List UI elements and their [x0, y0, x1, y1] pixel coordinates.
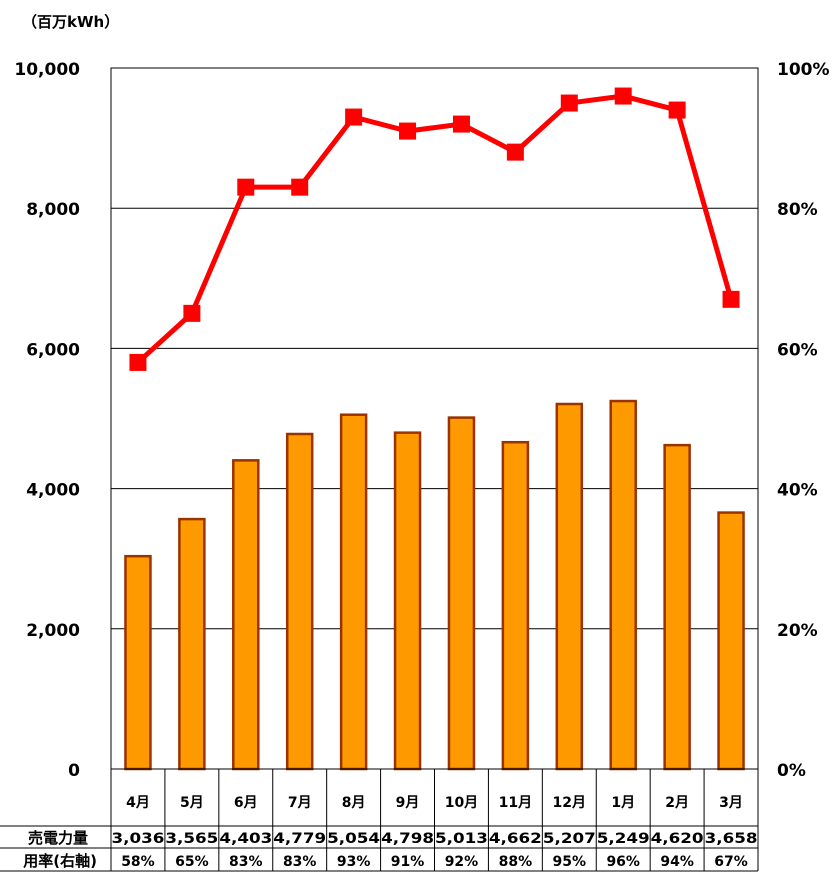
category-label: 9月 [396, 795, 420, 811]
category-label: 6月 [234, 795, 258, 811]
category-label: 7月 [288, 795, 312, 811]
line-marker [560, 94, 578, 112]
rate-value-label: 88% [499, 854, 533, 870]
bar [555, 402, 584, 771]
rate-value-label: 58% [121, 854, 155, 870]
line-marker [452, 115, 470, 133]
bar [501, 440, 530, 771]
bar-value-label: 4,620 [651, 831, 704, 847]
category-label: 3月 [719, 795, 743, 811]
left-tick-label: 10,000 [14, 60, 80, 80]
right-tick-label: 80% [777, 200, 818, 220]
bar [124, 554, 152, 771]
bar-value-label: 4,798 [381, 831, 434, 847]
bar [609, 399, 637, 771]
rate-value-label: 83% [283, 854, 317, 870]
line-marker [237, 178, 255, 196]
rate-value-label: 96% [606, 854, 640, 870]
right-tick-label: 40% [777, 481, 818, 501]
line-marker [722, 290, 740, 308]
rate-value-label: 67% [714, 854, 748, 870]
rate-value-label: 91% [391, 854, 425, 870]
bar [447, 416, 476, 771]
right-tick-label: 20% [777, 621, 818, 641]
bar-value-label: 5,207 [543, 831, 596, 847]
bar [663, 443, 691, 771]
line-marker [506, 143, 524, 161]
category-label: 4月 [126, 795, 150, 811]
category-label: 10月 [445, 795, 478, 811]
bar [285, 432, 314, 771]
right-tick-label: 0% [777, 761, 806, 781]
bar-series [124, 399, 745, 771]
rate-value-label: 93% [337, 854, 371, 870]
series-name-label: 用率(右軸) [23, 852, 97, 870]
right-tick-label: 60% [777, 340, 818, 360]
category-label: 2月 [665, 795, 689, 811]
series-name-label: 売電力量 [28, 829, 88, 847]
rate-value-label: 65% [175, 854, 209, 870]
bar-value-label: 4,403 [219, 831, 272, 847]
line-series [129, 87, 740, 371]
line-marker [399, 122, 417, 140]
bar-value-label: 4,779 [273, 831, 326, 847]
left-tick-label: 8,000 [26, 200, 80, 220]
category-label: 1月 [611, 795, 635, 811]
rate-value-label: 92% [445, 854, 479, 870]
unit-label: （百万kWh） [22, 13, 119, 31]
line-marker [668, 101, 686, 119]
left-tick-label: 6,000 [26, 340, 80, 360]
line-marker [345, 108, 363, 126]
plot-area-border [110, 67, 759, 770]
grid [111, 67, 758, 630]
bar-value-label: 3,036 [112, 831, 165, 847]
category-label: 12月 [553, 795, 586, 811]
left-tick-label: 2,000 [26, 621, 80, 641]
category-label: 11月 [499, 795, 532, 811]
bar-value-label: 4,662 [489, 831, 542, 847]
data-table: 4月 3,036 58% 5月 3,565 65% 6月 4,403 83% 7月 4,779 83%… [0, 769, 759, 872]
line-path [136, 93, 734, 365]
line-marker [614, 87, 632, 105]
bar [393, 431, 422, 771]
left-tick-label: 0 [68, 761, 80, 781]
bar-value-label: 3,565 [165, 831, 218, 847]
rate-value-label: 83% [229, 854, 263, 870]
category-label: 8月 [342, 795, 366, 811]
rate-value-label: 95% [553, 854, 587, 870]
line-marker [291, 178, 309, 196]
bar-value-label: 5,054 [327, 831, 380, 847]
bar [178, 517, 206, 771]
axes: 0 2,000 4,000 6,000 8,000 10,000 0% 20% 40% 60% 80… [14, 60, 829, 781]
bar-value-label: 3,658 [705, 831, 758, 847]
bar [717, 511, 745, 771]
right-tick-label: 100% [777, 60, 830, 80]
bar [339, 413, 368, 771]
rate-value-label: 94% [660, 854, 694, 870]
line-marker [183, 304, 201, 322]
bar [232, 459, 260, 771]
bar-value-label: 5,249 [597, 831, 650, 847]
line-marker [129, 353, 147, 371]
bar-value-label: 5,013 [435, 831, 488, 847]
left-tick-label: 4,000 [26, 481, 80, 501]
category-label: 5月 [180, 795, 204, 811]
